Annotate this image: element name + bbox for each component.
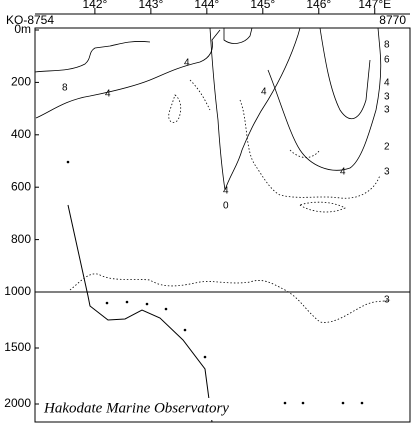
x-tick-label: 147°E <box>358 0 391 11</box>
watermark: Hakodate Marine Observatory <box>43 400 229 416</box>
station-label: 8770 <box>379 13 406 27</box>
contour-label: 4 <box>261 87 267 98</box>
contour-label: 4 <box>105 89 111 100</box>
y-tick-label: 2000 <box>4 396 31 410</box>
x-tick-label: 143° <box>138 0 163 11</box>
station-label: KO-8754 <box>6 13 54 27</box>
y-tick-label: 1500 <box>4 340 31 354</box>
contour-label: 2 <box>384 142 390 153</box>
contour-label: 4 <box>384 78 390 89</box>
plot-frame <box>34 27 411 423</box>
contour-label: 4 <box>223 186 229 197</box>
bottom-topography <box>67 204 213 423</box>
contour-label: 0 <box>223 201 229 212</box>
contour-label: 4 <box>340 167 346 178</box>
y-tick-label: 200 <box>11 75 31 89</box>
x-tick-label: 146° <box>306 0 331 11</box>
contour-label: 3 <box>384 105 390 116</box>
isotherms <box>34 27 391 323</box>
contour-label: 6 <box>384 55 390 66</box>
x-tick-label: 144° <box>194 0 219 11</box>
contour-label: 3 <box>384 295 390 306</box>
contour-label: 8 <box>62 83 68 94</box>
contour-label: 4 <box>184 58 190 69</box>
watermark-bg <box>40 398 280 420</box>
x-tick-label: 142° <box>82 0 107 11</box>
y-tick-label: 800 <box>11 232 31 246</box>
contour-label: 3 <box>384 167 390 178</box>
y-tick-label: 1000 <box>4 284 31 298</box>
y-tick-label: 0m <box>14 22 31 36</box>
contour-label: 8 <box>384 40 390 51</box>
sample-points <box>66 160 364 405</box>
y-tick-label: 400 <box>11 127 31 141</box>
x-tick-label: 145° <box>250 0 275 11</box>
contour-label: 3 <box>384 92 390 103</box>
y-tick-label: 600 <box>11 179 31 193</box>
